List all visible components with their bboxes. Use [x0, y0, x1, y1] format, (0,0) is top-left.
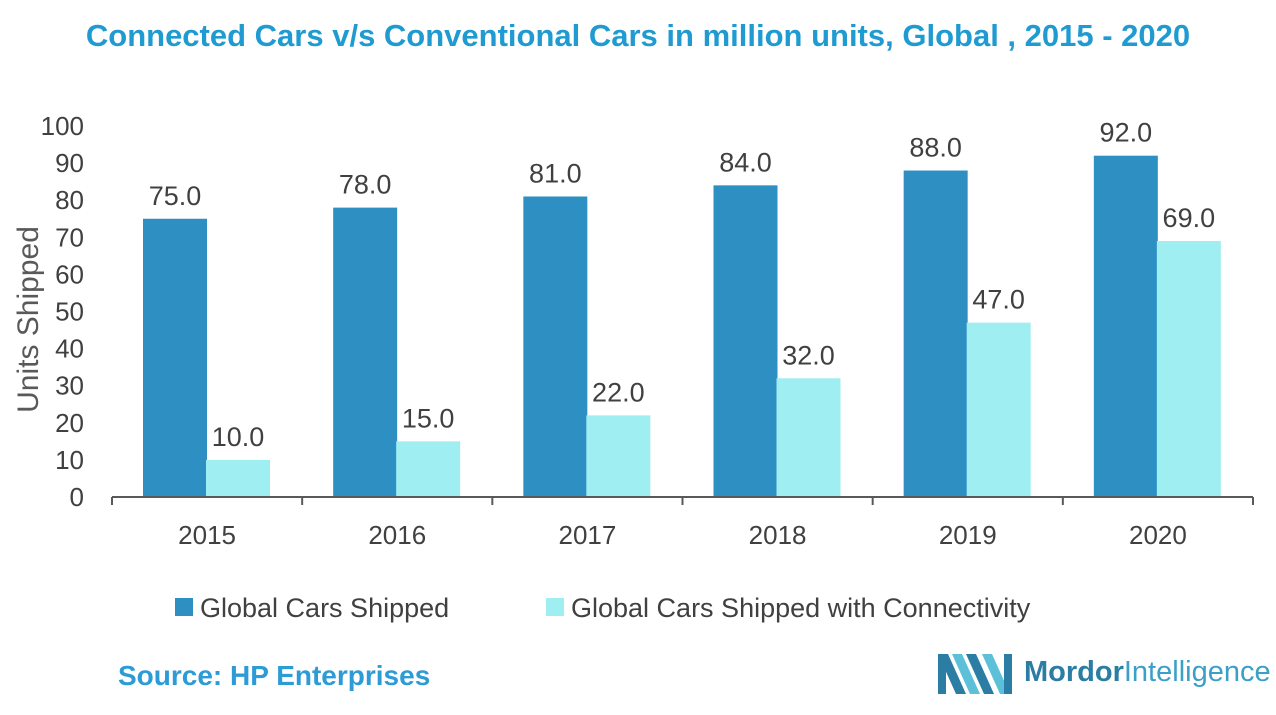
data-label: 22.0: [592, 377, 645, 407]
x-tick-label: 2020: [1129, 520, 1187, 550]
bar-global-2019: [903, 170, 968, 497]
data-label: 78.0: [339, 170, 392, 200]
data-label: 88.0: [909, 133, 962, 163]
legend-label: Global Cars Shipped: [200, 593, 449, 623]
data-label: 81.0: [529, 158, 582, 188]
y-axis-label: Units Shipped: [12, 226, 45, 413]
mordor-logo-icon: [938, 654, 1012, 694]
bar-global-2017: [523, 196, 588, 498]
data-label: 10.0: [212, 422, 265, 452]
bar-connected-2015: [206, 459, 270, 497]
x-tick-label: 2016: [368, 520, 426, 550]
data-label: 32.0: [782, 340, 835, 370]
bar-connected-2017: [586, 415, 651, 497]
data-label: 92.0: [1100, 118, 1153, 148]
logo-wordmark: MordorIntelligence: [1024, 656, 1271, 689]
data-label: 47.0: [972, 285, 1025, 315]
y-tick-label: 50: [55, 297, 84, 327]
bar-connected-2018: [776, 378, 841, 497]
x-tick-label: 2015: [178, 520, 236, 550]
bar-global-2020: [1093, 155, 1158, 497]
y-tick-label: 100: [41, 111, 84, 141]
y-tick-label: 60: [55, 259, 84, 289]
chart-title: Connected Cars v/s Conventional Cars in …: [85, 18, 1191, 53]
y-tick-label: 30: [55, 371, 84, 401]
y-tick-label: 0: [70, 482, 84, 512]
source-note: Source: HP Enterprises: [118, 660, 431, 691]
x-tick-label: 2017: [558, 520, 616, 550]
bar-global-2015: [143, 218, 207, 497]
logo-word-mordor: Mordor: [1024, 656, 1124, 688]
bar-chart: 0 10 20 30 40 50 60 70 80 90 100 Units Shipped 75.0 1…: [12, 111, 1254, 623]
data-label: 75.0: [149, 181, 202, 211]
y-tick-label: 20: [55, 408, 84, 438]
x-tick-label: 2018: [749, 520, 807, 550]
bar-connected-2019: [966, 322, 1031, 497]
bar-connected-2020: [1156, 241, 1221, 497]
bar-global-2016: [333, 207, 398, 497]
legend-label: Global Cars Shipped with Connectivity: [571, 593, 1031, 623]
y-tick-label: 10: [55, 445, 84, 475]
data-label: 15.0: [402, 403, 455, 433]
x-tick-label: 2019: [939, 520, 997, 550]
bar-global-2018: [713, 185, 778, 498]
legend-swatch: [546, 598, 564, 616]
bar-connected-2016: [396, 441, 461, 497]
legend-swatch: [175, 598, 193, 616]
y-tick-label: 70: [55, 222, 84, 252]
y-tick-label: 90: [55, 148, 84, 178]
y-tick-label: 80: [55, 185, 84, 215]
data-label: 69.0: [1163, 203, 1216, 233]
logo-word-intelligence: Intelligence: [1123, 656, 1271, 688]
data-label: 84.0: [719, 147, 772, 177]
y-tick-label: 40: [55, 334, 84, 364]
